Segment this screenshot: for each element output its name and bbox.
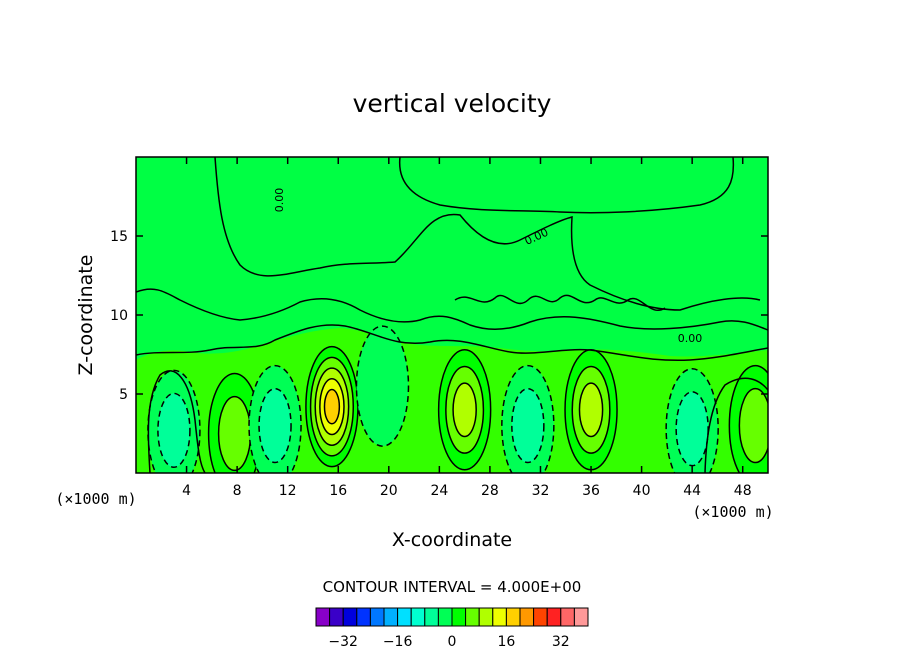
colorbar-tick-label: 32 <box>552 634 570 650</box>
colorbar-swatch <box>492 607 507 627</box>
contour-line-zero-upper <box>214 157 761 311</box>
colorbar-tick-label: −32 <box>328 634 358 650</box>
y-tick-label: 10 <box>110 308 128 324</box>
x-tick-label: 48 <box>734 483 752 499</box>
contour-line-bottom-left <box>147 370 206 473</box>
x-tick-label: 20 <box>380 483 398 499</box>
colorbar-swatch <box>505 607 521 627</box>
y-axis-label: Z-coordinate <box>75 255 97 376</box>
colorbar-swatch <box>437 607 453 627</box>
colorbar-swatch <box>478 607 494 627</box>
contour-line-bottom-right <box>704 377 768 473</box>
contour-label: 0.00 <box>678 332 703 345</box>
x-tick-label: 36 <box>582 483 600 499</box>
colorbar-tick-label: −16 <box>383 634 413 650</box>
contour-line-wiggle <box>454 294 666 311</box>
x-tick-label: 32 <box>532 483 550 499</box>
x-tick-label: 8 <box>233 483 242 499</box>
colorbar-swatch <box>546 607 562 627</box>
colorbar-swatch <box>451 607 467 627</box>
colorbar-swatch <box>315 607 331 627</box>
contour-cell-level <box>738 387 768 464</box>
contour-cell-level <box>217 395 252 472</box>
colorbar-swatch <box>383 607 399 627</box>
contour-interval-label: CONTOUR INTERVAL = 4.000E+00 <box>323 578 582 596</box>
colorbar-tick-label: 0 <box>448 634 457 650</box>
contour-cell-level <box>323 388 341 425</box>
contour-line-middle <box>136 288 768 331</box>
contour-cell-level <box>511 387 545 464</box>
contour-cell-level <box>355 325 410 447</box>
x-tick-label: 12 <box>279 483 297 499</box>
colorbar-ticks: −32 −16 0 16 32 <box>328 634 569 650</box>
x-unit-label-left: (×1000 m) <box>55 490 136 508</box>
colorbar-swatch <box>519 607 535 627</box>
colorbar-swatch <box>356 607 371 627</box>
x-unit-label-right: (×1000 m) <box>692 503 773 521</box>
colorbar-swatch <box>560 607 575 627</box>
colorbar-swatch <box>410 607 426 627</box>
colorbar-swatch <box>342 607 358 627</box>
colorbar-swatch <box>533 607 548 627</box>
x-tick-label: 16 <box>329 483 347 499</box>
chart-title: vertical velocity <box>353 89 552 118</box>
contour-cell-level <box>578 382 604 438</box>
y-axis-ticks: 5 10 15 <box>110 229 768 403</box>
contour-line-lower <box>136 324 768 362</box>
y-tick-label: 15 <box>110 229 128 245</box>
contour-cell-level <box>157 392 191 469</box>
x-tick-label: 44 <box>683 483 701 499</box>
contour-lines <box>136 157 768 473</box>
band-upper-right <box>730 157 768 225</box>
x-tick-label: 4 <box>182 483 191 499</box>
contour-cell-level <box>258 387 292 464</box>
colorbar-swatch <box>424 607 439 627</box>
colorbar-swatch <box>329 607 344 627</box>
contour-cell-level <box>452 382 477 438</box>
y-tick-label: 5 <box>119 387 128 403</box>
x-axis-ticks: 4 8 12 16 20 24 28 32 36 40 44 48 <box>182 157 752 499</box>
x-tick-label: 28 <box>481 483 499 499</box>
colorbar-swatch <box>465 607 480 627</box>
colorbar-swatch <box>369 607 385 627</box>
x-tick-label: 24 <box>430 483 448 499</box>
contour-cells <box>147 325 768 473</box>
contour-label: 0.00 <box>273 188 286 213</box>
colorbar <box>315 607 589 627</box>
contour-line-zero-top <box>398 157 735 214</box>
colorbar-swatch <box>397 607 412 627</box>
colorbar-tick-label: 16 <box>497 634 515 650</box>
x-tick-label: 40 <box>633 483 651 499</box>
x-axis-label: X-coordinate <box>392 529 512 551</box>
band-upper-left <box>136 157 395 276</box>
colorbar-swatch <box>573 607 589 627</box>
contour-cell-level <box>675 391 709 467</box>
